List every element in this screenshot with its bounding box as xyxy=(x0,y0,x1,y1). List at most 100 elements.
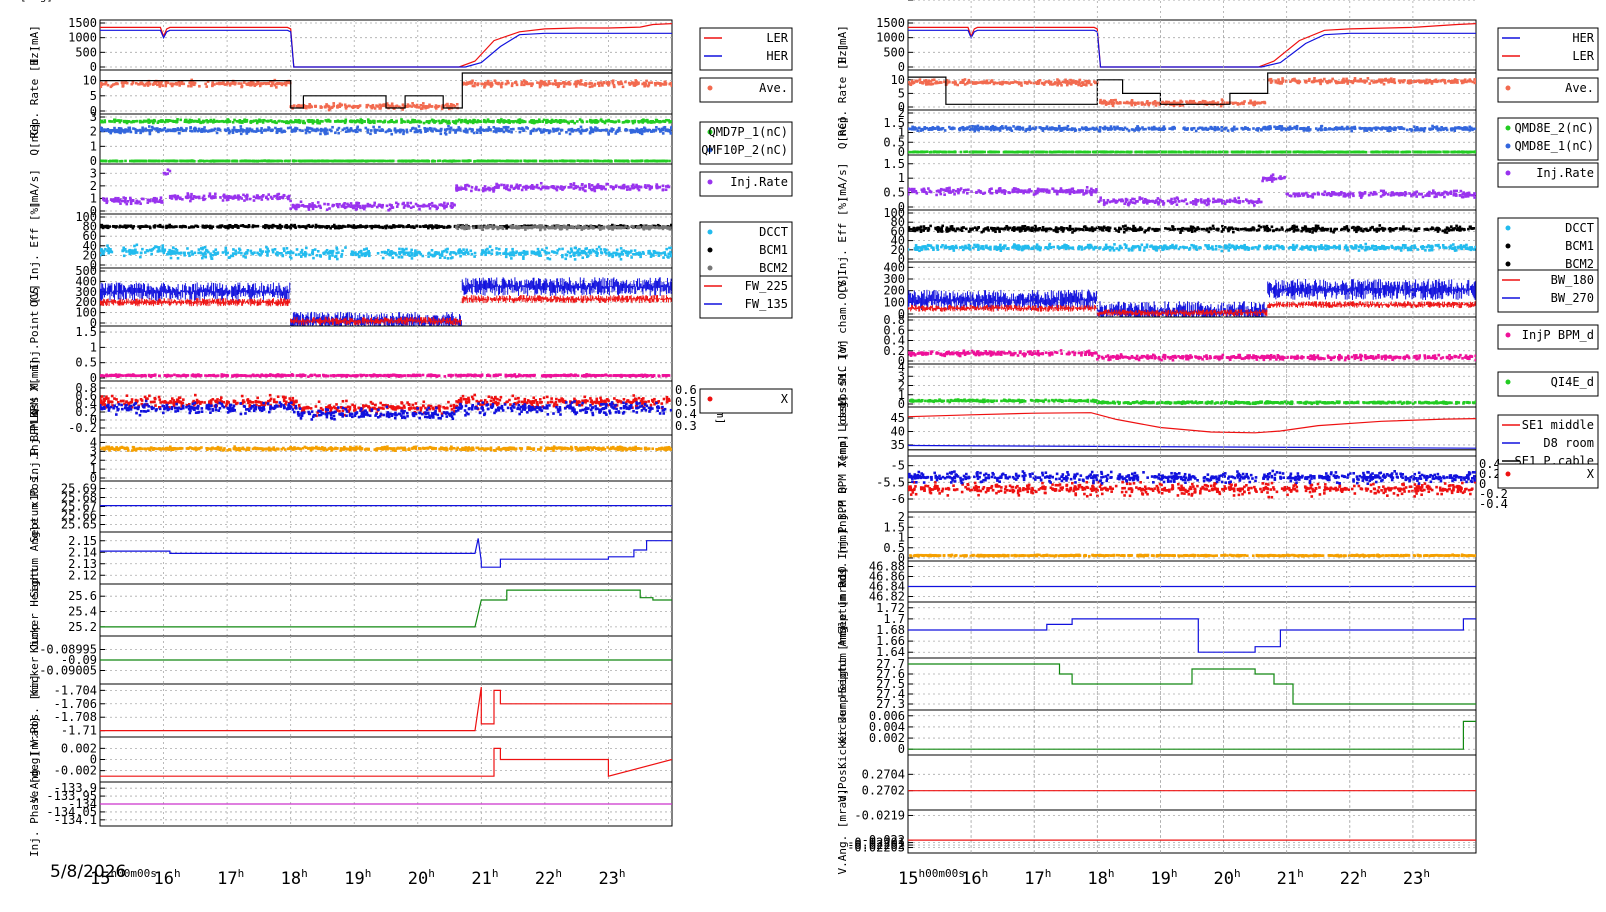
data-point xyxy=(585,159,588,163)
data-point xyxy=(198,84,201,88)
data-point xyxy=(466,131,469,134)
data-point xyxy=(484,81,487,85)
data-point xyxy=(621,121,625,124)
data-point xyxy=(313,248,317,251)
data-point xyxy=(316,225,320,228)
data-point xyxy=(398,252,402,256)
data-point xyxy=(374,131,377,134)
data-point xyxy=(254,224,258,228)
data-point xyxy=(635,252,638,255)
data-point xyxy=(569,255,572,258)
data-point xyxy=(605,252,608,255)
data-point xyxy=(347,225,350,228)
data-point xyxy=(484,84,487,87)
data-point xyxy=(284,121,288,125)
data-point xyxy=(352,226,356,229)
data-point xyxy=(131,81,135,85)
data-point xyxy=(212,118,216,122)
data-point xyxy=(666,185,670,188)
data-point xyxy=(416,204,419,207)
data-point xyxy=(580,159,584,163)
data-point xyxy=(132,252,135,255)
data-point xyxy=(547,186,550,189)
data-point xyxy=(494,129,498,133)
data-point xyxy=(128,126,132,130)
data-point xyxy=(415,224,418,228)
data-point xyxy=(403,120,406,124)
data-point xyxy=(614,253,618,257)
data-point xyxy=(104,128,108,132)
data-point xyxy=(645,79,648,83)
data-point xyxy=(256,80,260,83)
data-point xyxy=(235,159,239,163)
data-point xyxy=(603,250,607,254)
data-point xyxy=(619,80,623,84)
data-point xyxy=(243,252,247,255)
data-point xyxy=(456,119,459,123)
data-point xyxy=(278,119,281,123)
data-point xyxy=(359,206,362,210)
data-point xyxy=(107,130,111,133)
data-point xyxy=(547,251,551,255)
data-point xyxy=(208,224,212,228)
data-point xyxy=(559,227,563,231)
data-point xyxy=(653,82,657,85)
data-point xyxy=(325,248,329,252)
data-point xyxy=(172,129,175,133)
data-point xyxy=(226,119,229,123)
data-point xyxy=(231,131,235,135)
data-point xyxy=(252,199,256,202)
data-point xyxy=(543,227,547,231)
y-tick-label: 20 xyxy=(83,248,97,262)
data-point xyxy=(214,248,218,252)
data-point xyxy=(266,254,269,257)
data-point xyxy=(574,186,578,190)
data-point xyxy=(251,83,254,86)
data-point xyxy=(405,130,409,134)
data-point xyxy=(559,187,562,190)
data-point xyxy=(575,225,578,228)
data-point xyxy=(611,79,615,83)
data-point xyxy=(354,105,358,108)
data-point xyxy=(454,225,458,229)
data-point xyxy=(275,86,278,89)
data-point xyxy=(502,225,506,228)
data-point xyxy=(581,188,585,191)
data-point xyxy=(462,248,465,251)
data-point xyxy=(561,255,564,259)
data-point xyxy=(495,82,499,85)
data-point xyxy=(663,253,667,257)
data-point xyxy=(148,159,151,163)
data-point xyxy=(135,129,138,132)
data-point xyxy=(486,118,490,121)
y-tick-label: 40 xyxy=(83,239,97,253)
data-point xyxy=(420,159,424,163)
data-point xyxy=(417,159,420,163)
data-point xyxy=(590,184,594,187)
data-point xyxy=(333,159,337,163)
data-point xyxy=(473,160,476,163)
data-point xyxy=(487,126,491,129)
data-point xyxy=(353,159,357,163)
data-point xyxy=(173,128,177,131)
data-point xyxy=(148,131,152,135)
data-point xyxy=(627,160,630,163)
data-point xyxy=(538,226,542,229)
data-point xyxy=(585,225,588,229)
data-point xyxy=(304,128,307,132)
data-point xyxy=(581,186,585,190)
data-point xyxy=(607,132,611,136)
data-point xyxy=(533,121,536,124)
data-point xyxy=(529,132,533,135)
data-point xyxy=(309,119,313,123)
data-point xyxy=(169,128,172,132)
data-point xyxy=(337,126,341,130)
data-point xyxy=(113,129,116,132)
data-point xyxy=(182,129,185,132)
data-point xyxy=(193,126,197,130)
data-point xyxy=(590,120,593,124)
data-point xyxy=(138,128,142,132)
data-point xyxy=(578,82,582,86)
data-point xyxy=(344,205,348,209)
data-point xyxy=(233,81,237,85)
